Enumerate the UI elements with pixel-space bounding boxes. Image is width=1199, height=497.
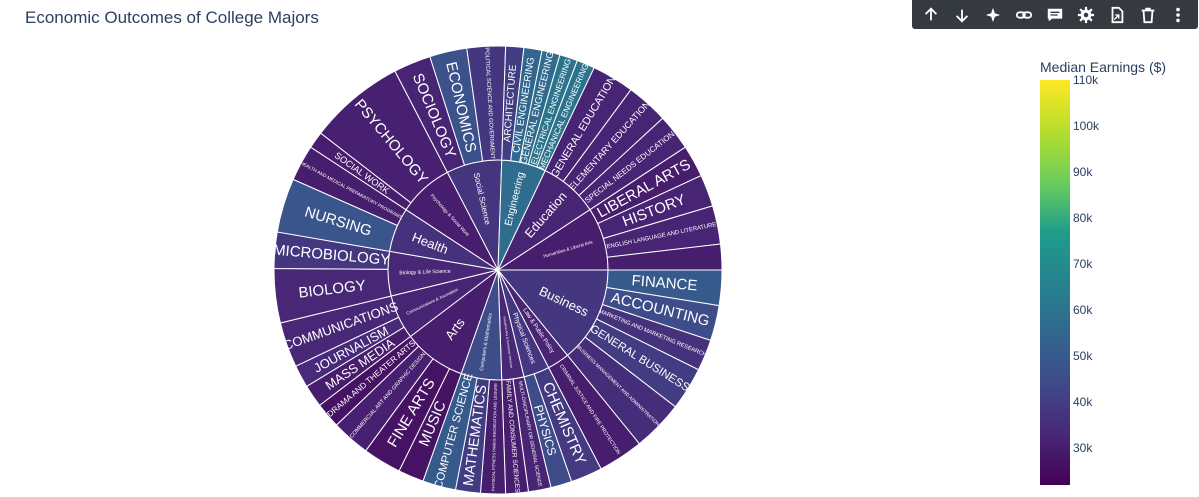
chart-title: Economic Outcomes of College Majors [25, 8, 319, 27]
segment-label-finance: FINANCE [631, 272, 698, 294]
more-icon[interactable] [1164, 2, 1192, 28]
colorbar-gradient [1040, 80, 1070, 485]
gear-icon[interactable] [1072, 2, 1100, 28]
link-icon[interactable] [1010, 2, 1038, 28]
arrow-up-icon[interactable] [917, 2, 945, 28]
colorbar-tick-90k: 90k [1073, 165, 1093, 180]
colorbar-tick-100k: 100k [1073, 119, 1100, 134]
colorbar-tick-60k: 60k [1073, 303, 1093, 318]
comment-icon[interactable] [1041, 2, 1069, 28]
colorbar-tick-50k: 50k [1073, 349, 1093, 364]
sparkle-icon[interactable] [979, 2, 1007, 28]
colorbar-tick-110k: 110k [1073, 73, 1099, 87]
segment-label-political-science-and-government: POLITICAL SCIENCE AND GOVERNMENT [483, 47, 495, 159]
trash-icon[interactable] [1134, 2, 1162, 28]
segment-label-industrial-arts-consumer-services: Industrial Arts & Consumer Services [502, 316, 513, 368]
colorbar-tick-80k: 80k [1073, 211, 1093, 226]
colorbar-title: Median Earnings ($) [1040, 59, 1167, 75]
colorbar-tick-30k: 30k [1073, 441, 1093, 456]
colorbar-tick-40k: 40k [1073, 395, 1093, 410]
export-icon[interactable] [1103, 2, 1131, 28]
segment-label-physical-fitness-parks-recreation-and-leisure: PHYSICAL FITNESS PARKS RECREATION AND LE… [491, 383, 498, 491]
arrow-down-icon[interactable] [948, 2, 976, 28]
chart-toolbar [912, 0, 1198, 29]
colorbar-tick-70k: 70k [1073, 257, 1093, 272]
segment-label-biology-life-science: Biology & Life Science [399, 269, 451, 277]
major-segment-french-german-latin-and-other-common-foreign-language-studies[interactable] [606, 243, 723, 271]
